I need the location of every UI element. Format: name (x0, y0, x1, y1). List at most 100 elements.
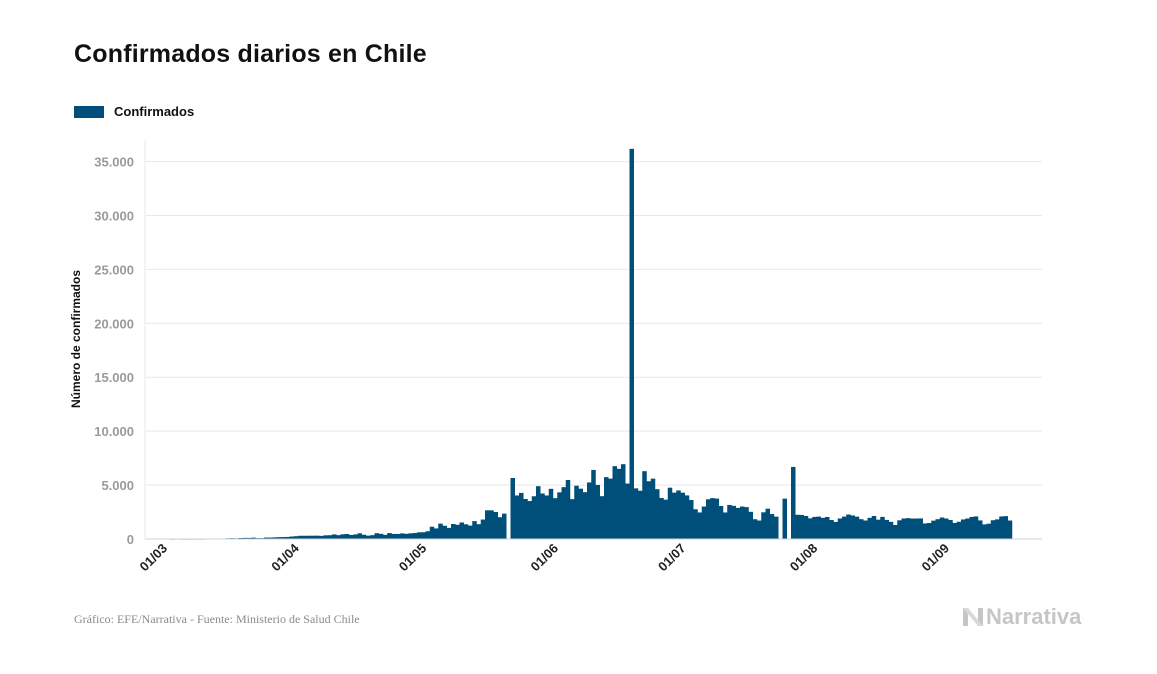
legend: Confirmados (74, 104, 194, 119)
bar (922, 523, 928, 539)
bar (391, 533, 396, 539)
x-tick-label: 01/04 (268, 540, 302, 574)
narrativa-logo-icon (963, 608, 983, 626)
bar (268, 537, 273, 539)
bar (604, 477, 609, 539)
bar (638, 490, 643, 539)
bar (978, 520, 983, 539)
bar (867, 517, 872, 539)
legend-label: Confirmados (114, 104, 195, 119)
x-tick-label: 01/09 (919, 541, 953, 575)
bar (948, 519, 953, 539)
bar (340, 534, 345, 539)
bar (650, 478, 656, 539)
bar (247, 537, 252, 539)
x-tick-label: 01/07 (655, 541, 689, 575)
bar (561, 487, 566, 539)
y-tick-label: 15.000 (94, 370, 134, 385)
bar (863, 520, 868, 539)
bar (527, 501, 532, 539)
bar (332, 534, 337, 539)
bar (982, 524, 987, 539)
bar (298, 535, 303, 539)
bar (281, 537, 286, 539)
bar (336, 535, 341, 539)
bar (795, 514, 800, 539)
bar (429, 526, 435, 539)
bar (374, 533, 379, 539)
bar (616, 468, 622, 539)
bar (952, 522, 957, 539)
bar (438, 523, 443, 539)
bar (833, 521, 838, 539)
bar (859, 519, 864, 539)
bar (451, 524, 456, 539)
bar (302, 535, 307, 539)
bar (485, 510, 490, 539)
x-tick-label: 01/08 (787, 541, 821, 575)
bar (642, 471, 647, 539)
bar (956, 521, 962, 539)
bar (765, 508, 770, 539)
bar (782, 498, 787, 539)
bar (697, 512, 702, 539)
bar (944, 518, 949, 539)
gridlines (144, 140, 1042, 539)
bar (880, 516, 885, 539)
bar (816, 516, 821, 539)
bar (757, 520, 762, 539)
x-tick-label: 01/06 (528, 541, 562, 575)
x-tick-label: 01/03 (137, 541, 171, 575)
bar (387, 533, 392, 539)
bar (361, 534, 367, 539)
bar (769, 514, 775, 539)
legend-swatch (74, 105, 104, 118)
bar (740, 506, 745, 539)
bar (264, 537, 269, 539)
bar (442, 525, 447, 539)
bar (710, 498, 715, 539)
bar (663, 499, 668, 539)
bar (383, 534, 388, 539)
bar (791, 466, 796, 539)
bar (744, 507, 749, 539)
chart-title: Confirmados diarios en Chile (74, 40, 427, 68)
bar (893, 525, 898, 539)
bar (497, 517, 503, 539)
bar (608, 478, 613, 539)
bar (582, 492, 588, 539)
bar (820, 517, 826, 539)
bar (910, 518, 915, 539)
bar (714, 498, 719, 539)
bar (973, 516, 979, 539)
bar (829, 519, 834, 539)
bar (633, 488, 639, 539)
bar (667, 487, 673, 539)
bar (463, 524, 469, 539)
source-footer: Gráfico: EFE/Narrativa - Fuente: Ministe… (74, 612, 360, 626)
y-tick-label: 35.000 (94, 155, 134, 170)
bar (812, 516, 817, 539)
bar (553, 498, 558, 539)
bar (455, 524, 460, 539)
y-tick-label: 20.000 (94, 316, 134, 331)
bar (621, 464, 626, 539)
bar (969, 516, 974, 539)
bar (727, 504, 732, 539)
bar (531, 496, 537, 539)
bar (927, 523, 932, 539)
bar (251, 537, 256, 539)
bar (400, 533, 405, 539)
bar (514, 495, 520, 539)
logo-text: Narrativa (986, 604, 1082, 629)
bar (897, 520, 902, 539)
bar (319, 535, 324, 539)
y-axis-label: Número de confirmados (69, 270, 83, 408)
bar (914, 518, 919, 539)
bar (370, 535, 375, 539)
x-tick-label: 01/05 (396, 541, 430, 575)
bar (378, 533, 384, 539)
bar (353, 534, 358, 539)
bar (854, 516, 860, 539)
